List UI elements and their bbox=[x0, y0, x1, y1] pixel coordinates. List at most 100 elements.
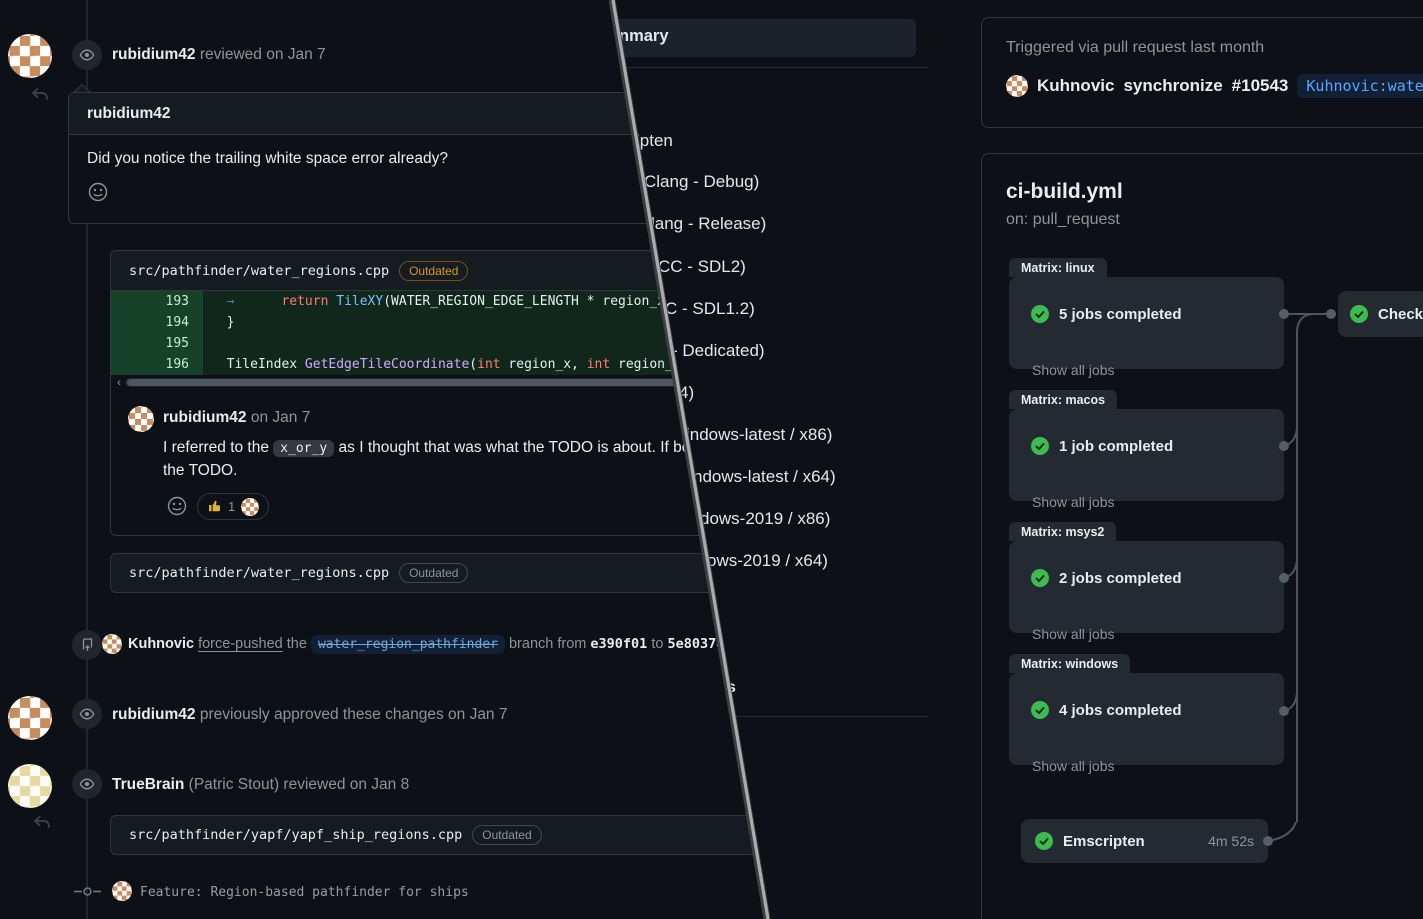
scrollbar-thumb[interactable] bbox=[127, 378, 766, 386]
connector-dot bbox=[1279, 706, 1289, 716]
matrix-card-macos[interactable] bbox=[1009, 409, 1284, 501]
sidebar-divider bbox=[716, 716, 928, 717]
review-meta: (Patric Stout) reviewed on Jan 8 bbox=[188, 776, 410, 793]
eye-icon bbox=[72, 699, 102, 729]
matrix-card-linux[interactable] bbox=[1009, 277, 1284, 369]
commit-icon bbox=[74, 887, 101, 896]
matrix-tab-windows: Matrix: windows bbox=[1009, 654, 1131, 673]
job-duration: 4m 52s bbox=[1208, 833, 1254, 849]
smiley-icon bbox=[88, 182, 108, 202]
thread-date: on Jan 7 bbox=[250, 409, 311, 426]
file-path: src/pathfinder/yapf/yapf_ship_regions.cp… bbox=[129, 827, 463, 843]
review-event: TrueBrain (Patric Stout) reviewed on Jan… bbox=[112, 776, 409, 794]
commit-message[interactable]: Feature: Region-based pathfinder for shi… bbox=[140, 885, 469, 900]
job-link-fragment[interactable]: lang - Release) bbox=[651, 214, 767, 233]
reviewer-name[interactable]: rubidium42 bbox=[112, 46, 196, 63]
job-label: Emscripten bbox=[1063, 832, 1145, 850]
diff-horizontal-scrollbar[interactable]: ‹ bbox=[117, 375, 766, 389]
connector-dot bbox=[1279, 309, 1289, 319]
workflow-file-name: ci-build.yml bbox=[1006, 180, 1123, 203]
force-push-event: Kuhnovic force-pushed the water_region_p… bbox=[128, 635, 751, 654]
add-reaction-button[interactable] bbox=[166, 495, 188, 517]
job-card-check[interactable]: Check An bbox=[1338, 291, 1423, 337]
avatar-rubidium42[interactable] bbox=[8, 696, 52, 740]
trigger-action: synchronize bbox=[1123, 76, 1223, 95]
job-link-fragment[interactable]: - Dedicated) bbox=[672, 341, 765, 360]
add-reaction-button[interactable] bbox=[87, 181, 109, 203]
job-link-fragment[interactable]: ows-2019 / x64) bbox=[707, 551, 828, 570]
reaction-count: 1 bbox=[228, 499, 236, 514]
outdated-badge: Outdated bbox=[399, 563, 469, 583]
avatar[interactable] bbox=[1006, 75, 1028, 97]
diff-line: 194 } bbox=[111, 312, 766, 333]
diff-file-path[interactable]: src/pathfinder/water_regions.cpp bbox=[129, 262, 390, 279]
job-link-fragment[interactable]: Clang - Debug) bbox=[644, 172, 760, 191]
job-card-emscripten[interactable]: Emscripten 4m 52s bbox=[1021, 819, 1268, 863]
line-number: 196 bbox=[111, 354, 203, 375]
reviewer-name[interactable]: rubidium42 bbox=[112, 706, 196, 723]
commit-sha[interactable]: 5e80374 bbox=[667, 636, 725, 652]
trigger-text: Triggered via pull request last month bbox=[1006, 39, 1265, 56]
connector-dot bbox=[1326, 309, 1336, 319]
section-header-fragment: s bbox=[727, 679, 736, 696]
show-all-jobs-link[interactable]: Show all jobs bbox=[1032, 626, 1115, 642]
thumbs-up-icon bbox=[209, 500, 221, 512]
avatar-rubidium42[interactable] bbox=[128, 406, 154, 432]
outdated-badge: Outdated bbox=[399, 260, 469, 281]
show-all-jobs-link[interactable]: Show all jobs bbox=[1032, 362, 1115, 378]
file-path: src/pathfinder/water_regions.cpp bbox=[129, 565, 390, 581]
show-all-jobs-link[interactable]: Show all jobs bbox=[1032, 494, 1115, 510]
matrix-card-windows[interactable] bbox=[1009, 673, 1284, 765]
commit-sha[interactable]: e390f01 bbox=[590, 636, 648, 652]
show-all-jobs-link[interactable]: Show all jobs bbox=[1032, 758, 1115, 774]
connector-dot bbox=[1279, 573, 1289, 583]
job-link-fragment[interactable]: ndows-latest / x64) bbox=[693, 467, 836, 486]
avatar-kuhnovic[interactable] bbox=[102, 634, 122, 654]
thread-author[interactable]: rubidium42 bbox=[163, 409, 247, 426]
thread-body: I referred to the x_or_y as I thought th… bbox=[163, 439, 717, 479]
success-check-icon bbox=[1350, 305, 1368, 323]
approved-event: rubidium42 previously approved these cha… bbox=[112, 706, 507, 724]
trigger-user[interactable]: Kuhnovic bbox=[1037, 76, 1115, 95]
avatar-rubidium42[interactable] bbox=[8, 34, 52, 78]
inline-code: x_or_y bbox=[273, 440, 335, 457]
outdated-badge: Outdated bbox=[472, 825, 542, 845]
success-check-icon bbox=[1031, 305, 1049, 323]
job-link-fragment[interactable]: dows-2019 / x86) bbox=[700, 509, 831, 528]
success-check-icon bbox=[1035, 832, 1053, 850]
eye-icon bbox=[72, 40, 102, 70]
diff-hunk: 193 → return TileXY(WATER_REGION_EDGE_LE… bbox=[111, 291, 766, 375]
matrix-card-msys2[interactable] bbox=[1009, 541, 1284, 633]
reviewer-name[interactable]: TrueBrain bbox=[112, 776, 185, 793]
connector-dot bbox=[1263, 836, 1273, 846]
force-push-icon bbox=[72, 630, 102, 660]
job-link-fragment[interactable]: 4) bbox=[679, 383, 695, 402]
comment-author[interactable]: rubidium42 bbox=[87, 104, 171, 122]
diff-line: 196 TileIndex GetEdgeTileCoordinate(int … bbox=[111, 354, 766, 375]
matrix-tab-macos: Matrix: macos bbox=[1009, 390, 1118, 409]
job-label: Check An bbox=[1378, 305, 1423, 323]
success-check-icon bbox=[1031, 437, 1049, 455]
trigger-run-number[interactable]: #10543 bbox=[1231, 76, 1289, 95]
job-link-fragment[interactable]: C - SDL1.2) bbox=[665, 299, 755, 318]
scroll-left-chevron[interactable]: ‹ bbox=[117, 375, 121, 389]
pusher-name[interactable]: Kuhnovic bbox=[128, 636, 195, 652]
branch-badge[interactable]: water_region_pathfinder bbox=[310, 635, 505, 654]
job-link-fragment[interactable]: CC - SDL2) bbox=[658, 257, 746, 276]
line-number: 195 bbox=[111, 333, 203, 354]
avatar-kuhnovic[interactable] bbox=[112, 881, 132, 901]
review-meta: reviewed on Jan 7 bbox=[199, 46, 326, 63]
matrix-status: 5 jobs completed bbox=[1059, 305, 1182, 323]
job-link-fragment[interactable]: ipten bbox=[636, 131, 673, 150]
thumbs-up-reaction-pill[interactable]: 1 bbox=[197, 493, 270, 520]
avatar-truebrain[interactable] bbox=[8, 764, 52, 808]
matrix-status: 2 jobs completed bbox=[1059, 569, 1182, 587]
workflow-trigger-event: on: pull_request bbox=[1006, 211, 1120, 228]
comment-body: Did you notice the trailing white space … bbox=[87, 150, 448, 167]
head-branch-badge[interactable]: Kuhnovic:water_re bbox=[1297, 74, 1423, 98]
job-link-fragment[interactable]: indows-latest / x86) bbox=[686, 425, 833, 444]
approved-meta: previously approved these changes on Jan… bbox=[199, 706, 508, 723]
force-push-label: force-pushed bbox=[198, 636, 283, 652]
summary-label-fragment[interactable]: nmary bbox=[619, 27, 669, 45]
